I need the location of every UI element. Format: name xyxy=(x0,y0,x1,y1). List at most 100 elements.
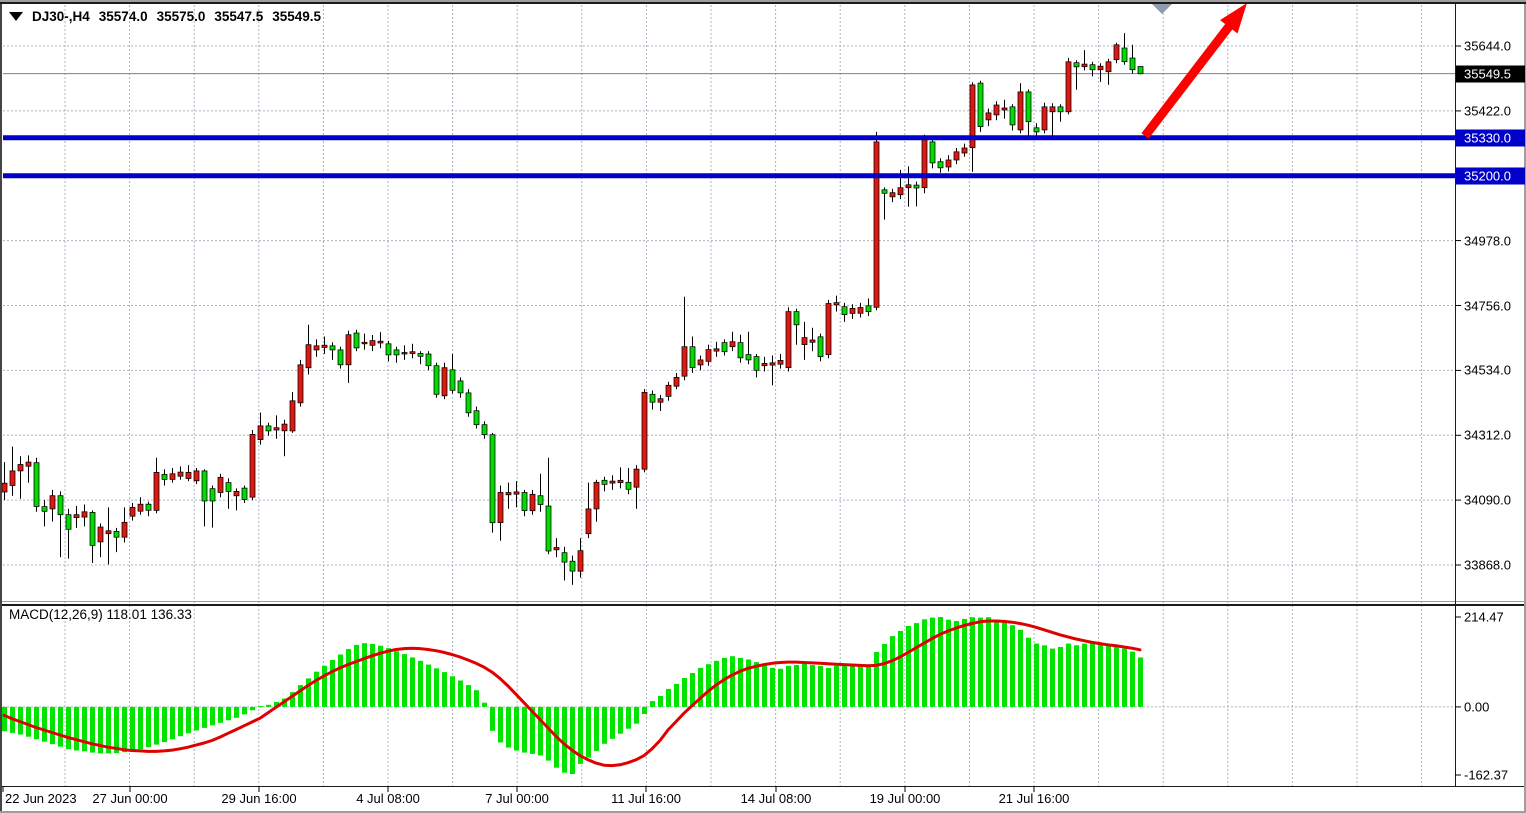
candle-body-up xyxy=(233,491,240,497)
macd-bar xyxy=(98,706,103,754)
macd-bar xyxy=(1002,622,1007,707)
macd-bar xyxy=(730,656,735,707)
candle-body-up xyxy=(697,359,704,366)
macd-bar xyxy=(754,662,759,707)
macd-bar xyxy=(1138,657,1143,707)
candle-body-up xyxy=(177,471,184,477)
time-axis-label: 4 Jul 08:00 xyxy=(356,791,420,806)
macd-bar xyxy=(154,706,159,745)
candle-body-down xyxy=(41,506,48,512)
time-axis-label: 21 Jul 16:00 xyxy=(998,791,1070,806)
macd-bar xyxy=(298,685,303,707)
macd-bar xyxy=(866,665,871,707)
candle-body-down xyxy=(753,356,760,371)
macd-bar xyxy=(442,672,447,707)
candle-body-down xyxy=(473,410,480,426)
macd-bar xyxy=(1098,643,1103,707)
macd-bar xyxy=(434,668,439,707)
macd-axis-label: -162.37 xyxy=(1464,767,1509,783)
macd-bar xyxy=(218,706,223,723)
macd-bar xyxy=(306,678,311,707)
candle-body-up xyxy=(833,302,840,306)
candle-body-down xyxy=(353,332,360,349)
candle-body-up xyxy=(401,352,408,355)
trend-arrow-head[interactable] xyxy=(1220,3,1247,34)
macd-bar xyxy=(82,706,87,752)
candle-body-down xyxy=(1033,127,1040,133)
symbol-period-label: DJ30-,H4 xyxy=(32,8,90,24)
price-axis-separator xyxy=(1455,4,1456,786)
candle-body-down xyxy=(201,470,208,502)
time-axis-label: 14 Jul 08:00 xyxy=(740,791,812,806)
candle-body-up xyxy=(609,480,616,484)
trend-arrow-shaft[interactable] xyxy=(1141,19,1236,139)
price-axis-label: 35644.0 xyxy=(1464,38,1511,54)
macd-bar xyxy=(450,676,455,707)
candle-body-down xyxy=(1121,47,1128,63)
macd-bar xyxy=(58,706,63,747)
candle-body-up xyxy=(249,434,256,498)
candle-body-down xyxy=(457,380,464,394)
candle-body-up xyxy=(153,472,160,511)
candle-body-up xyxy=(889,192,896,198)
candle-body-up xyxy=(121,521,128,538)
candle-body-up xyxy=(657,398,664,403)
macd-bar xyxy=(1050,648,1055,707)
macd-bar xyxy=(922,619,927,707)
window-border-top-outer xyxy=(0,0,1526,2)
candle-body-up xyxy=(273,427,280,431)
macd-bar xyxy=(162,706,167,743)
symbol-dropdown-icon[interactable] xyxy=(9,11,23,21)
macd-bar xyxy=(946,619,951,707)
candle-body-up xyxy=(505,492,512,496)
macd-bar xyxy=(722,657,727,707)
quote-close: 35549.5 xyxy=(272,8,322,24)
candle-body-up xyxy=(1105,61,1112,73)
macd-bar xyxy=(410,657,415,707)
candle-body-down xyxy=(161,474,168,480)
macd-bar xyxy=(562,706,567,773)
candle-body-down xyxy=(1073,62,1080,68)
candle-body-up xyxy=(857,307,864,314)
macd-bar xyxy=(818,665,823,707)
macd-bar xyxy=(1018,629,1023,707)
macd-bar xyxy=(626,706,631,729)
panel-separator-dark[interactable] xyxy=(0,604,1526,606)
price-axis-label: 34756.0 xyxy=(1464,298,1511,313)
macd-bar xyxy=(498,706,503,743)
candle-body-down xyxy=(465,392,472,414)
candle-body-down xyxy=(433,365,440,395)
candle-body-up xyxy=(1001,107,1008,111)
price-axis-label: 34090.0 xyxy=(1464,492,1511,508)
candle-body-up xyxy=(105,530,112,535)
candle-body-up xyxy=(665,384,672,397)
macd-bar xyxy=(338,654,343,707)
macd-bar xyxy=(234,706,239,718)
candle-body-up xyxy=(97,526,104,543)
macd-bar xyxy=(666,688,671,707)
candle-body-up xyxy=(345,334,352,366)
macd-bar xyxy=(514,706,519,751)
candle-body-up xyxy=(801,337,808,345)
level-price-tag: 35330.0 xyxy=(1456,129,1525,147)
candle-body-up xyxy=(313,345,320,351)
panel-separator[interactable] xyxy=(0,601,1526,602)
macd-bar xyxy=(242,706,247,715)
candle-body-down xyxy=(329,345,336,351)
macd-bar xyxy=(578,706,583,764)
candle-body-down xyxy=(841,306,848,315)
chart-shift-marker-icon[interactable] xyxy=(1152,4,1172,14)
candle-body-up xyxy=(681,346,688,377)
macd-bar xyxy=(602,706,607,744)
macd-bar xyxy=(1034,643,1039,707)
macd-bar xyxy=(834,665,839,707)
candle-body-up xyxy=(1041,106,1048,131)
macd-bar xyxy=(850,665,855,707)
candle-body-up xyxy=(193,470,200,482)
candle-body-up xyxy=(409,351,416,354)
candle-body-up xyxy=(1,482,8,493)
candle-body-down xyxy=(601,479,608,485)
price-axis-label: 34312.0 xyxy=(1464,427,1511,443)
candle-body-down xyxy=(225,482,232,492)
